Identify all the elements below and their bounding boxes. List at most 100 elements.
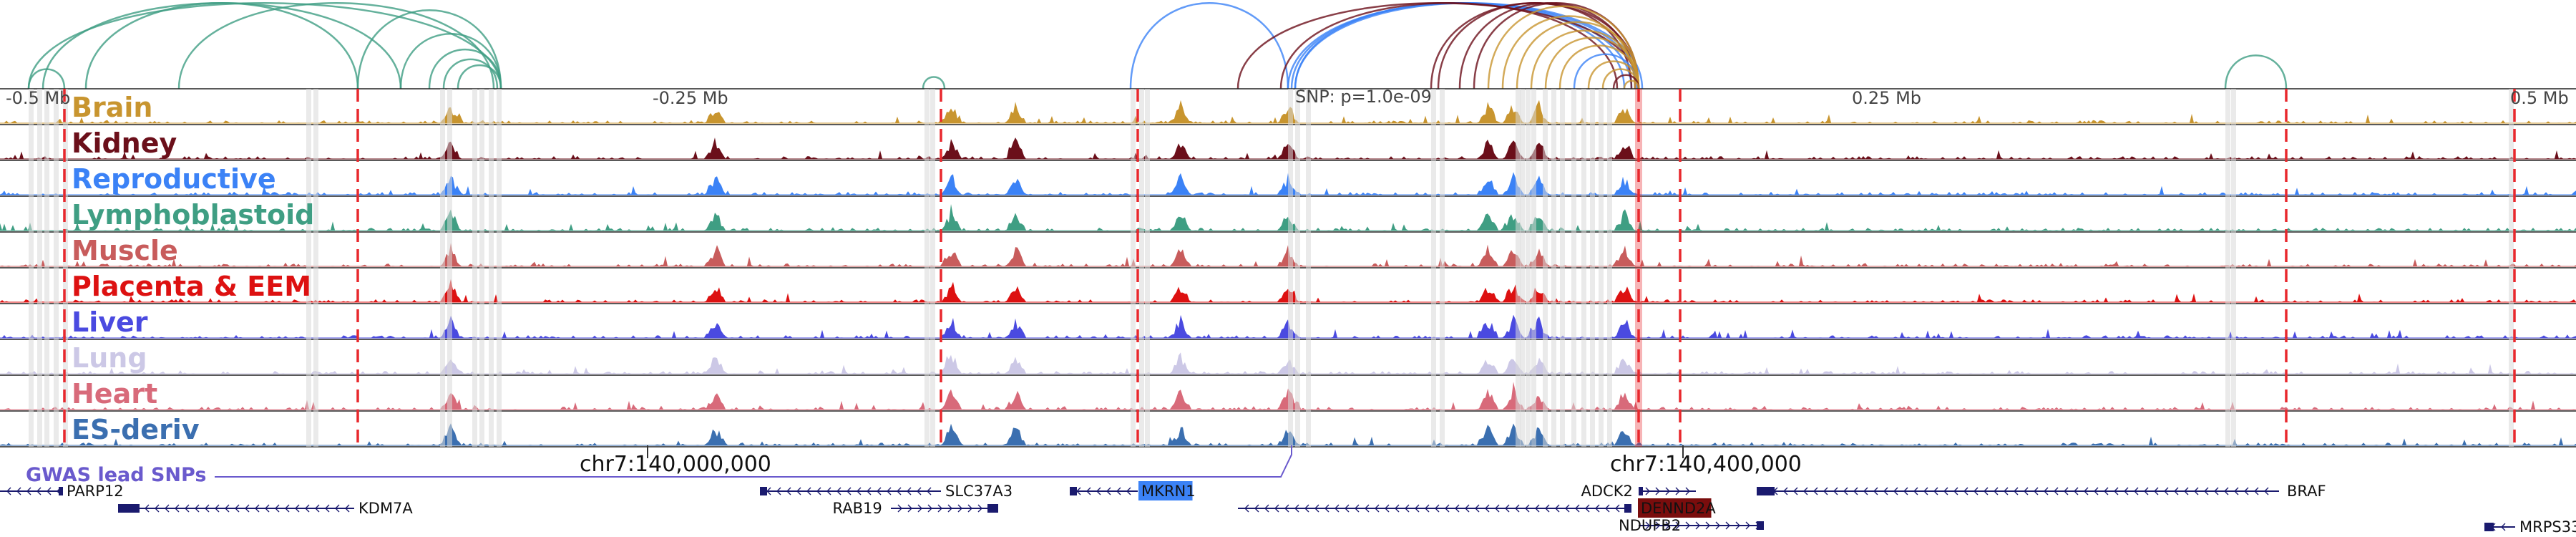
strand-chevron	[2104, 487, 2109, 495]
loop-arc	[42, 2, 402, 90]
strand-chevron	[1575, 504, 1580, 513]
strand-chevron	[1763, 487, 1768, 495]
strand-chevron	[2214, 487, 2219, 495]
strand-chevron	[2014, 487, 2019, 495]
strand-chevron	[1555, 504, 1560, 513]
gwas-lead-snps-label: GWAS lead SNPs	[26, 464, 206, 486]
loop-arc	[1558, 44, 1640, 90]
loop-arc	[428, 48, 502, 90]
loop-arc	[1623, 79, 1640, 90]
coordinate-right: chr7:140,400,000	[1610, 452, 1802, 477]
highlight-column	[1139, 89, 1144, 447]
strand-chevron	[1853, 487, 1858, 495]
highlight-column	[1145, 89, 1150, 447]
gene-label: RAB19	[833, 500, 882, 517]
strand-chevron	[1665, 521, 1670, 530]
strand-chevron	[6, 487, 11, 495]
loop-arc	[2224, 54, 2288, 90]
gene-adck2: ADCK2	[1581, 483, 1696, 500]
strand-chevron	[1883, 487, 1888, 495]
strand-chevron	[1685, 487, 1690, 495]
strand-chevron	[766, 487, 771, 495]
snp-region-band	[1635, 89, 1642, 447]
coordinate-left: chr7:140,000,000	[580, 452, 771, 477]
strand-chevron	[2044, 487, 2049, 495]
gene-label-highlight	[1638, 498, 1712, 518]
strand-chevron	[816, 487, 821, 495]
strand-chevron	[1903, 487, 1908, 495]
strand-chevron	[1665, 487, 1670, 495]
gene-label-highlight	[1138, 481, 1193, 500]
strand-chevron	[947, 504, 952, 513]
strand-chevron	[907, 487, 912, 495]
strand-chevron	[937, 504, 942, 513]
scale-label-right: 0.5 Mb	[2510, 88, 2569, 108]
track-label-brain: Brain	[72, 92, 152, 123]
strand-chevron	[857, 487, 862, 495]
strand-chevron	[2264, 487, 2269, 495]
strand-chevron	[1375, 504, 1380, 513]
loop-arc	[1290, 2, 1633, 90]
strand-chevron	[1475, 504, 1480, 513]
gene-exon	[1639, 487, 1643, 495]
strand-chevron	[235, 504, 240, 513]
track-labels: Brain Kidney Reproductive Lymphoblastoid Mus…	[72, 92, 314, 445]
strand-chevron	[1425, 504, 1430, 513]
strand-chevron	[2164, 487, 2169, 495]
strand-chevron	[1605, 504, 1610, 513]
strand-chevron	[826, 487, 831, 495]
gene-label: DENND2A	[1641, 500, 1716, 517]
strand-chevron	[2224, 487, 2229, 495]
highlight-column	[1516, 89, 1521, 447]
loop-arc	[27, 68, 66, 90]
gene-exon	[1757, 487, 1775, 495]
strand-chevron	[1515, 504, 1520, 513]
strand-chevron	[1595, 504, 1600, 513]
highlight-column	[1531, 89, 1536, 447]
strand-chevron	[2004, 487, 2009, 495]
highlight-column	[44, 89, 49, 447]
gene-mkrn1: MKRN1	[1070, 481, 1196, 500]
strand-chevron	[1495, 504, 1500, 513]
strand-chevron	[1355, 504, 1360, 513]
highlight-column	[1607, 89, 1612, 447]
strand-chevron	[1274, 504, 1279, 513]
loop-arc	[1287, 2, 1640, 90]
gene-label: KDM7A	[358, 500, 413, 517]
strand-chevron	[1625, 504, 1630, 513]
loop-arc	[84, 2, 359, 90]
strand-chevron	[1345, 504, 1350, 513]
strand-chevron	[1833, 487, 1838, 495]
gene-braf: BRAF	[1757, 483, 2326, 500]
strand-chevron	[1923, 487, 1928, 495]
track-label-reproductive: Reproductive	[72, 163, 276, 195]
gene-exon	[1070, 487, 1077, 495]
track-label-kidney: Kidney	[72, 127, 177, 159]
strand-chevron	[1655, 487, 1660, 495]
strand-chevron	[897, 504, 902, 513]
strand-chevron	[1365, 504, 1370, 513]
loop-arc	[1487, 5, 1640, 90]
strand-chevron	[1913, 487, 1918, 495]
strand-chevron	[1755, 521, 1760, 530]
strand-chevron	[907, 504, 912, 513]
gene-exon	[1757, 521, 1764, 530]
strand-chevron	[1415, 504, 1420, 513]
highlight-column	[472, 89, 477, 447]
strand-chevron	[1645, 487, 1650, 495]
gene-exon	[2484, 523, 2494, 531]
dashed-marker-lines	[63, 89, 2516, 447]
strand-chevron	[145, 504, 150, 513]
strand-chevron	[125, 504, 130, 513]
strand-chevron	[1585, 504, 1590, 513]
highlight-column	[1288, 89, 1293, 447]
highlight-column	[440, 89, 445, 447]
loop-arc	[457, 64, 502, 90]
strand-chevron	[1675, 521, 1680, 530]
strand-chevron	[1314, 504, 1319, 513]
strand-chevron	[2244, 487, 2249, 495]
highlight-column	[313, 89, 318, 447]
highlight-column	[306, 89, 311, 447]
strand-chevron	[786, 487, 791, 495]
